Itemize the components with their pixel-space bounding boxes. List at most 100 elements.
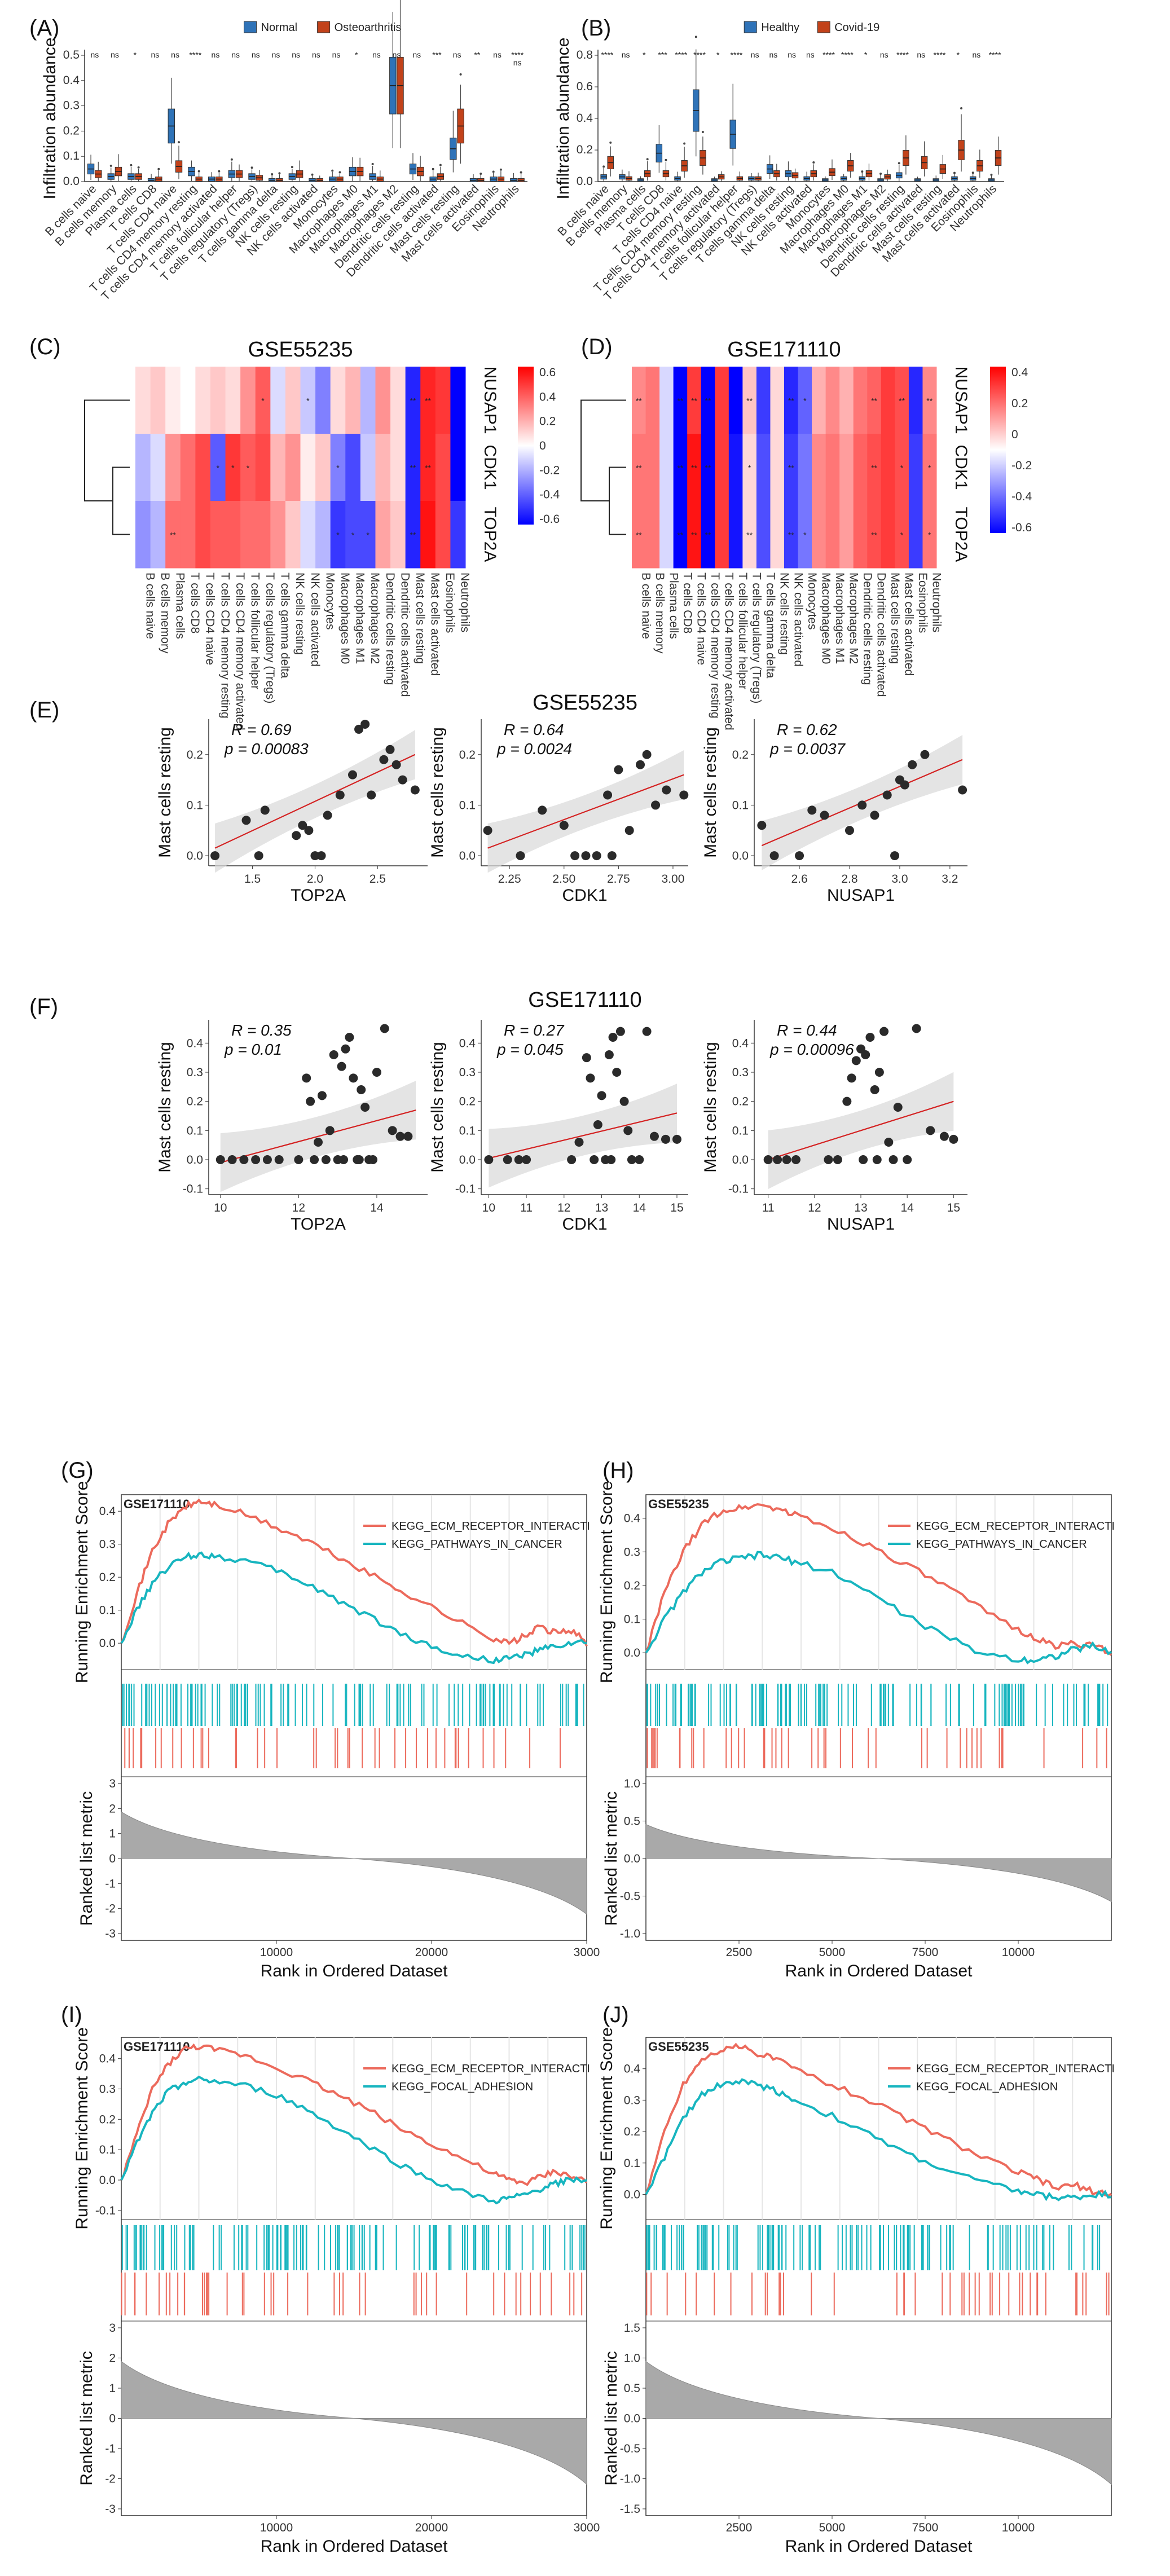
column-label: NK cells activated xyxy=(791,573,804,667)
heatmap-star: ** xyxy=(170,531,176,540)
box-outlier xyxy=(177,141,180,144)
data-point xyxy=(603,790,613,800)
y-tick-label: 0.4 xyxy=(577,112,593,125)
data-point xyxy=(833,1155,842,1164)
data-point xyxy=(624,826,634,835)
y-tick-label: 0.4 xyxy=(99,1505,116,1518)
p-value: p = 0.0024 xyxy=(496,740,572,758)
x-tick-label: 2500 xyxy=(726,1946,753,1959)
data-point xyxy=(607,851,617,861)
enrichment-curve xyxy=(645,1551,1112,1665)
column-label: Mast cells activated xyxy=(429,573,442,676)
y-tick-label: -2 xyxy=(105,1903,116,1916)
data-point xyxy=(302,1073,311,1083)
legend-swatch xyxy=(817,21,830,33)
box-outlier xyxy=(331,169,334,172)
heatmap-cell xyxy=(687,501,702,569)
x-tick-label: 5000 xyxy=(819,2521,846,2534)
x-tick-label: 20000 xyxy=(415,2521,448,2534)
heatmap-cell xyxy=(825,501,840,569)
significance-label: ns xyxy=(372,50,381,59)
heatmap-star: * xyxy=(928,464,931,473)
data-point xyxy=(882,790,892,800)
chart-title: GSE55235 xyxy=(248,338,353,362)
heatmap-star: * xyxy=(803,531,807,540)
heatmap-cell xyxy=(701,501,715,569)
heatmap-cell xyxy=(240,501,256,569)
significance-label: * xyxy=(864,50,868,59)
y-tick-label: 3 xyxy=(109,1777,116,1790)
x-tick-label: 10 xyxy=(482,1201,495,1214)
chart-title: GSE55235 xyxy=(648,1497,709,1511)
heatmap-cell xyxy=(715,367,729,434)
gsea-panel-J: GSE55235 0.0 0.1 0.2 0.3 0.4 KEGG_ECM_RECEPTOR… xyxy=(597,2027,1115,2556)
heatmap-cell xyxy=(784,367,799,434)
column-label: Plasma cells xyxy=(667,573,680,639)
regression-line xyxy=(487,774,684,849)
column-label: Eosinophils xyxy=(916,573,929,633)
y-tick-label: -3 xyxy=(105,1927,116,1940)
y-tick-label: 0.1 xyxy=(459,1124,476,1137)
y-tick-label: 1.0 xyxy=(624,1777,640,1790)
box-outlier xyxy=(137,166,140,169)
data-point xyxy=(890,851,900,861)
significance-label: *** xyxy=(432,50,442,59)
heatmap-cell xyxy=(770,501,785,569)
heatmap-star: ** xyxy=(871,397,877,406)
column-label: Mast cells resting xyxy=(889,573,901,664)
y-tick-label: 0.1 xyxy=(732,799,749,812)
data-point xyxy=(522,1155,531,1164)
heatmap-star: ** xyxy=(691,464,697,473)
data-point xyxy=(939,1131,949,1141)
column-label: T cells CD4 memory resting xyxy=(218,573,231,719)
correlation-r: R = 0.64 xyxy=(504,721,564,738)
significance-label: **** xyxy=(693,50,706,59)
column-label: T cells CD4 memory activated xyxy=(234,573,247,730)
y-tick-label: 0 xyxy=(109,2412,116,2425)
significance-label: * xyxy=(956,50,960,59)
y-tick-label: -0.1 xyxy=(728,1183,749,1196)
data-point xyxy=(949,1134,958,1144)
y-axis-label: Mast cells resting xyxy=(701,727,720,858)
heatmap-cell xyxy=(165,434,181,501)
colorbar xyxy=(990,367,1006,533)
y-axis-label: Mast cells resting xyxy=(428,727,447,858)
heatmap-cell xyxy=(195,501,211,569)
data-point xyxy=(292,831,301,840)
heatmap-cell xyxy=(420,434,436,501)
x-tick-label: 10000 xyxy=(260,2521,293,2534)
y-tick-label: 0.3 xyxy=(63,99,80,112)
data-point xyxy=(857,800,867,810)
heatmap-cell xyxy=(330,367,346,434)
heatmap-cell xyxy=(867,367,882,434)
data-point xyxy=(215,1155,225,1164)
significance-label: ns xyxy=(622,50,630,59)
heatmap-cell xyxy=(673,434,688,501)
heatmap-star: ** xyxy=(636,531,642,540)
box-outlier xyxy=(218,170,221,173)
ranked-metric-area xyxy=(121,2361,587,2485)
data-point xyxy=(912,1024,921,1033)
data-point xyxy=(398,775,407,785)
y-tick-label: 0.0 xyxy=(732,1153,749,1166)
y-tick-label: 0.0 xyxy=(99,1637,116,1650)
column-label: Neutrophils xyxy=(459,573,472,632)
heatmap-cell xyxy=(225,367,241,434)
data-point xyxy=(582,1053,591,1063)
heatmap-cell xyxy=(798,501,812,569)
heatmap-star: ** xyxy=(705,531,711,540)
legend-label: Healthy xyxy=(761,21,799,34)
column-label: NK cells resting xyxy=(778,573,791,655)
data-point xyxy=(388,1126,397,1135)
column-label: T cells CD4 naive xyxy=(204,573,217,665)
colorbar xyxy=(518,367,534,525)
data-point xyxy=(586,1073,595,1083)
x-tick-label: 2.6 xyxy=(791,873,807,886)
y-axis-label: Mast cells resting xyxy=(156,1042,174,1173)
panel-label-g: (G) xyxy=(61,1458,94,1483)
y-tick-label: -0.1 xyxy=(183,1183,203,1196)
regression-line xyxy=(768,1100,954,1161)
heatmap-cell xyxy=(812,501,826,569)
data-point xyxy=(360,719,370,729)
heatmap-cell xyxy=(255,501,271,569)
